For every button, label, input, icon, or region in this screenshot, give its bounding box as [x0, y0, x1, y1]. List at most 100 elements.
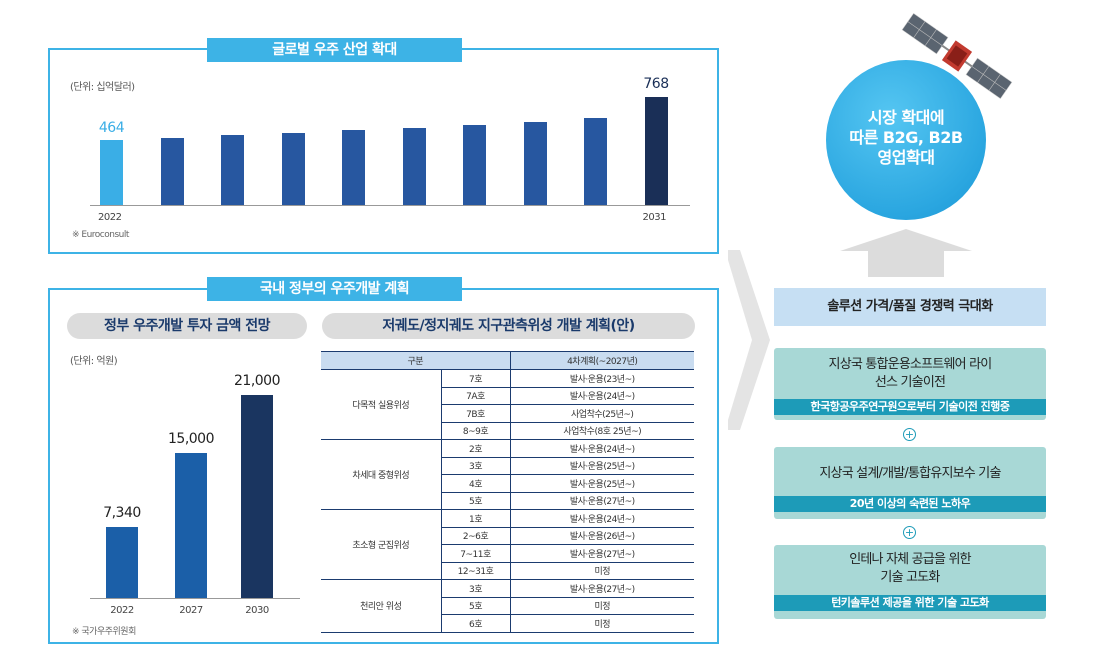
table-row: 6호 미정 — [321, 614, 694, 633]
plus-icon: + — [903, 428, 916, 441]
table-cell-model: 3호 — [441, 457, 511, 475]
table-row: 차세대 중형위성 2호 발사·운용(24년~) — [321, 439, 694, 510]
solution-banner: 솔루션 가격/품질 경쟁력 극대화 — [774, 288, 1046, 326]
table-group-name: 천리안 위성 — [321, 579, 442, 633]
budget-tick-2027: 2027 — [179, 605, 203, 616]
table-row: 3호 발사·운용(25년~) — [321, 457, 694, 475]
circle-line-3: 영업확대 — [877, 148, 935, 167]
circle-line-1: 시장 확대에 — [867, 108, 945, 127]
table-cell-model: 1호 — [441, 509, 511, 528]
table-cell-plan: 사업착수(25년~) — [510, 404, 694, 423]
table-group-name: 차세대 중형위성 — [321, 439, 442, 510]
global-tick-last: 2031 — [642, 212, 667, 223]
table-row: 5호 발사·운용(27년~) — [321, 492, 694, 510]
table-row: 7B호 사업착수(25년~) — [321, 404, 694, 423]
table-header-category: 구분 — [321, 351, 511, 370]
table-cell-model: 2~6호 — [441, 527, 511, 545]
table-cell-plan: 발사·운용(26년~) — [510, 527, 694, 545]
budget-bar-chart: 7,340 2022 15,000 2027 21,000 2030 — [0, 0, 320, 640]
table-cell-model: 8~9호 — [441, 422, 511, 440]
global-bar-2026 — [342, 130, 365, 205]
flow-arrow — [728, 250, 770, 430]
budget-value-label-2030: 21,000 — [234, 373, 281, 389]
ground-station-band: 20년 이상의 숙련된 노하우 — [774, 496, 1046, 512]
global-source: ※ Euroconsult — [72, 230, 129, 240]
tech-transfer-line-1: 지상국 통합운용소프트웨어 라이 — [828, 357, 993, 372]
table-cell-model: 3호 — [441, 579, 511, 598]
global-industry-title: 글로벌 우주 산업 확대 — [207, 38, 462, 62]
table-row: 12~31호 미정 — [321, 562, 694, 580]
table-cell-plan: 발사·운용(25년~) — [510, 457, 694, 475]
global-unit: (단위: 십억달러) — [70, 82, 135, 93]
tech-transfer-band: 한국항공우주연구원으로부터 기술이전 진행중 — [774, 399, 1046, 415]
plus-icon: + — [903, 526, 916, 539]
budget-tick-2030: 2030 — [245, 605, 269, 616]
budget-value-label-2022: 7,340 — [103, 505, 141, 522]
table-cell-plan: 발사·운용(24년~) — [510, 509, 694, 528]
table-cell-plan: 발사·운용(23년~) — [510, 369, 694, 388]
budget-subtitle: 정부 우주개발 투자 금액 전망 — [67, 313, 307, 339]
circle-line-2: 따른 B2G, B2B — [849, 128, 963, 147]
up-arrow — [840, 229, 972, 277]
table-header-plan: 4차계획(~2027년) — [510, 351, 694, 370]
domestic-plan-title: 국내 정부의 우주개발 계획 — [207, 277, 462, 301]
market-expansion-circle — [826, 60, 986, 220]
global-x-axis — [90, 205, 690, 206]
table-cell-model: 7B호 — [441, 404, 511, 423]
table-cell-plan: 발사·운용(24년~) — [510, 387, 694, 405]
budget-bar-2027 — [175, 453, 207, 598]
budget-tick-2022: 2022 — [110, 605, 134, 616]
table-row: 7~11호 발사·운용(27년~) — [321, 544, 694, 563]
budget-unit: (단위: 억원) — [70, 356, 118, 367]
budget-x-axis — [90, 598, 300, 599]
budget-value-label-2027: 15,000 — [168, 431, 215, 447]
global-value-label-first: 464 — [98, 119, 125, 136]
table-cell-plan: 미정 — [510, 562, 694, 580]
table-row: 초소형 군집위성 1호 발사·운용(24년~) — [321, 509, 694, 580]
table-cell-plan: 발사·운용(27년~) — [510, 492, 694, 510]
global-bar-2028 — [463, 125, 486, 205]
global-bar-2029 — [523, 122, 547, 205]
global-bar-2025 — [281, 132, 305, 205]
satellite-subtitle: 저궤도/정지궤도 지구관측위성 개발 계획(안) — [322, 313, 695, 339]
table-row: 2~6호 발사·운용(26년~) — [321, 527, 694, 545]
antenna-title: 인테나 자체 공급을 위한 기술 고도화 — [774, 551, 1046, 587]
table-row: 다목적 실용위성 7호 발사·운용(23년~) — [321, 369, 694, 440]
global-bar-chart: 464 768 2022 2031 — [0, 0, 1105, 260]
table-cell-model: 7호 — [441, 369, 511, 388]
antenna-line-1: 인테나 자체 공급을 위한 — [849, 552, 971, 567]
global-bar-2030 — [584, 118, 607, 205]
table-row: 7A호 발사·운용(24년~) — [321, 387, 694, 405]
tech-transfer-title: 지상국 통합운용소프트웨어 라이 선스 기술이전 — [774, 356, 1046, 392]
global-tick-first: 2022 — [98, 212, 122, 223]
table-cell-plan: 사업착수(8호 25년~) — [510, 422, 694, 440]
budget-source: ※ 국가우주위원회 — [72, 627, 136, 637]
table-cell-plan: 발사·운용(27년~) — [510, 579, 694, 598]
global-bar-2027 — [402, 128, 426, 205]
table-row: 5호 미정 — [321, 597, 694, 615]
table-group-name: 다목적 실용위성 — [321, 369, 442, 440]
table-cell-model: 6호 — [441, 614, 511, 633]
global-bar-2024 — [221, 135, 244, 205]
table-cell-plan: 미정 — [510, 614, 694, 633]
antenna-band: 턴키솔루션 제공을 위한 기술 고도화 — [774, 595, 1046, 611]
global-industry-panel — [48, 48, 719, 254]
budget-bar-2022 — [106, 527, 138, 598]
table-cell-plan: 발사·운용(25년~) — [510, 474, 694, 493]
budget-bar-2030 — [241, 395, 273, 598]
table-cell-model: 7~11호 — [441, 544, 511, 563]
table-row: 4호 발사·운용(25년~) — [321, 474, 694, 493]
table-cell-plan: 발사·운용(24년~) — [510, 439, 694, 458]
table-cell-plan: 미정 — [510, 597, 694, 615]
table-row: 8~9호 사업착수(8호 25년~) — [321, 422, 694, 440]
table-cell-model: 7A호 — [441, 387, 511, 405]
tech-transfer-line-2: 선스 기술이전 — [874, 375, 946, 390]
table-cell-plan: 발사·운용(27년~) — [510, 544, 694, 563]
market-expansion-text: 시장 확대에 따른 B2G, B2B 영업확대 — [826, 108, 986, 168]
table-cell-model: 12~31호 — [441, 562, 511, 580]
ground-station-title: 지상국 설계/개발/통합유지보수 기술 — [819, 466, 1001, 481]
global-bar-2023 — [160, 137, 184, 205]
satellite-plan-table: 구분 4차계획(~2027년) 다목적 실용위성 7호 발사·운용(23년~) 7A호… — [321, 351, 694, 633]
table-cell-model: 4호 — [441, 474, 511, 493]
table-cell-model: 5호 — [441, 492, 511, 510]
